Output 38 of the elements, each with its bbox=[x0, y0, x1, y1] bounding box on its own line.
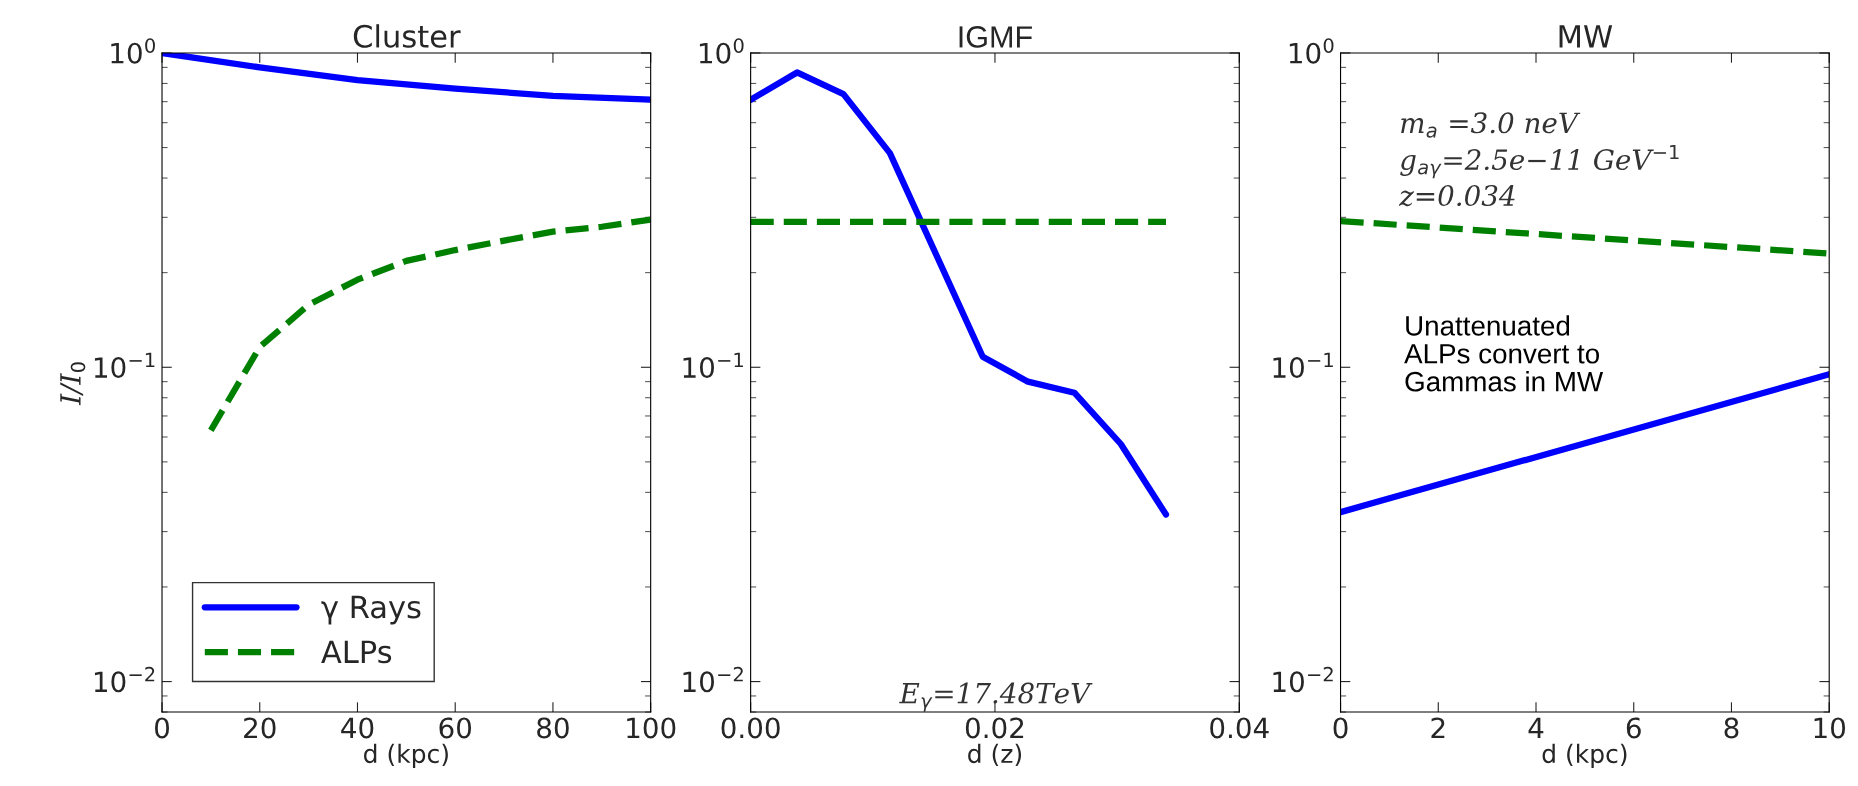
y-tick-label: 10$^{0}$ bbox=[1289, 38, 1334, 64]
annotation: Unattenuated ALPs convert to Gammas in MW bbox=[1404, 315, 1604, 392]
x-tick-label: 0.02 bbox=[965, 717, 1024, 739]
x-tick-label: 6 bbox=[1626, 717, 1641, 739]
x-tick-label: 4 bbox=[1528, 717, 1544, 739]
x-axis-title: d (kpc) bbox=[364, 743, 448, 768]
x-tick-label: 2 bbox=[1431, 717, 1445, 739]
x-axis-title: d (kpc) bbox=[1542, 743, 1627, 768]
x-tick-label: 0.04 bbox=[1210, 717, 1269, 739]
x-tick-label: 20 bbox=[244, 717, 276, 739]
y-tick-label: 10$^{−2}$ bbox=[1273, 666, 1333, 693]
chart-title: MW bbox=[1559, 25, 1613, 48]
y-axis-title: I/I$_{0}$ bbox=[60, 362, 86, 406]
annotation: m$_{a}$ =3.0 neV bbox=[1401, 112, 1581, 138]
chart-title: IGMF bbox=[959, 26, 1032, 48]
x-tick-label: 80 bbox=[537, 717, 569, 739]
y-tick-label: 10$^{−2}$ bbox=[94, 666, 155, 693]
x-tick-label: 60 bbox=[439, 717, 472, 739]
y-tick-label: 10$^{0}$ bbox=[111, 38, 155, 64]
x-tick-label: 0 bbox=[155, 717, 170, 739]
y-tick-label: 10$^{−1}$ bbox=[1273, 352, 1333, 379]
x-tick-label: 8 bbox=[1724, 717, 1739, 739]
legend-label: ALPs bbox=[321, 640, 392, 664]
x-tick-label: 10 bbox=[1814, 717, 1846, 739]
y-tick-label: 10$^{−2}$ bbox=[683, 666, 743, 693]
legend-label: γ Rays bbox=[321, 595, 421, 625]
annotation: E$_{γ}$=17.48TeV bbox=[899, 682, 1093, 712]
x-axis-title: d (z) bbox=[968, 743, 1022, 767]
annotation: g$_{aγ}$=2.5e−11 GeV$^{−1}$ bbox=[1400, 144, 1679, 179]
y-tick-label: 10$^{0}$ bbox=[699, 38, 744, 64]
x-tick-label: 40 bbox=[341, 717, 374, 739]
y-tick-label: 10$^{−1}$ bbox=[94, 352, 155, 379]
x-tick-label: 100 bbox=[627, 717, 676, 739]
chart-title: Cluster bbox=[353, 24, 461, 48]
annotation: z=0.034 bbox=[1398, 185, 1515, 207]
x-tick-label: 0 bbox=[1333, 717, 1348, 739]
y-tick-label: 10$^{−1}$ bbox=[683, 352, 743, 379]
x-tick-label: 0.00 bbox=[721, 717, 780, 739]
